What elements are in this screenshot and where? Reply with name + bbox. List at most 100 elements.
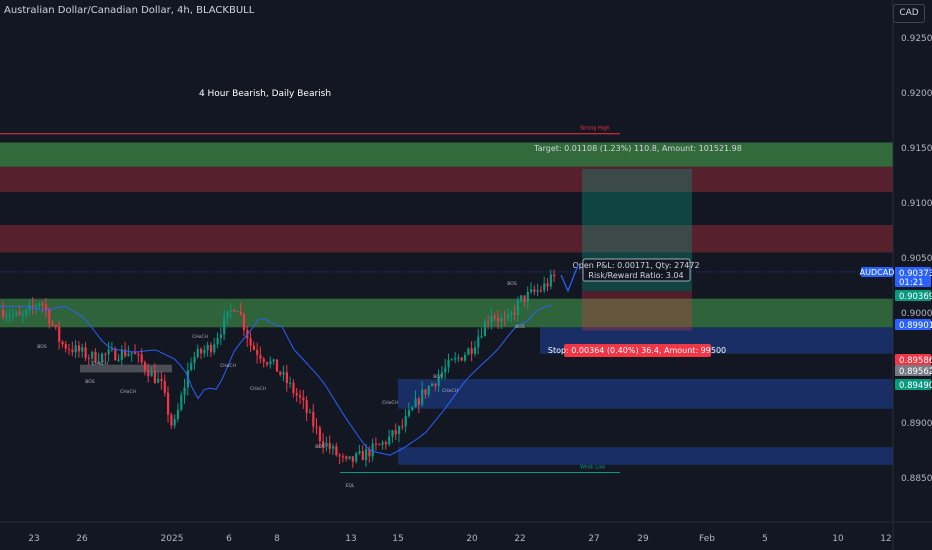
candle-body bbox=[5, 315, 8, 318]
candle-body bbox=[81, 347, 84, 352]
candle-body bbox=[401, 426, 404, 428]
candle-body bbox=[147, 370, 150, 377]
candle-body bbox=[295, 392, 298, 396]
symbol-tag bbox=[861, 267, 893, 277]
candle-body bbox=[2, 309, 5, 318]
annotation-text: 4 Hour Bearish, Daily Bearish bbox=[199, 89, 331, 99]
candle-body bbox=[180, 395, 183, 410]
candle-body bbox=[434, 383, 437, 386]
candle-body bbox=[374, 443, 378, 445]
candle-body bbox=[351, 456, 354, 462]
candle-body bbox=[252, 345, 255, 350]
candle-body bbox=[431, 383, 434, 387]
candle-body bbox=[305, 400, 308, 413]
candle-body bbox=[302, 397, 305, 401]
x-tick-label: 10 bbox=[832, 534, 844, 544]
candle-body bbox=[543, 283, 546, 291]
candle-body bbox=[358, 450, 361, 454]
candle-body bbox=[163, 380, 166, 393]
candle-body bbox=[289, 382, 292, 384]
candle-body bbox=[110, 348, 114, 350]
x-tick-label: 23 bbox=[28, 534, 39, 544]
y-tick-label: 0.88500 bbox=[901, 474, 932, 484]
candle-body bbox=[223, 317, 226, 335]
candle-body bbox=[487, 322, 490, 324]
candle-body bbox=[285, 372, 288, 384]
x-tick-label: 5 bbox=[762, 534, 768, 544]
candle-body bbox=[134, 352, 137, 355]
candle-body bbox=[127, 353, 130, 356]
candle-body bbox=[440, 372, 444, 377]
candle-body bbox=[421, 389, 424, 405]
candle-body bbox=[414, 398, 417, 408]
supply-zone-green-top bbox=[0, 142, 893, 167]
candle-body bbox=[282, 372, 285, 375]
candle-body bbox=[417, 398, 420, 405]
candle-body bbox=[21, 314, 24, 316]
x-tick-label: 15 bbox=[392, 534, 403, 544]
ratio-label: Risk/Reward Ratio: 3.04 bbox=[588, 271, 683, 280]
x-tick-label: 6 bbox=[226, 534, 232, 544]
candle-body bbox=[464, 354, 467, 361]
candle-body bbox=[444, 367, 447, 373]
candle-body bbox=[91, 351, 94, 359]
candle-body bbox=[25, 309, 28, 315]
price-tag bbox=[895, 267, 931, 287]
candle-body bbox=[503, 318, 506, 320]
candle-body bbox=[275, 359, 279, 372]
candle-body bbox=[378, 444, 381, 446]
candle-body bbox=[510, 312, 513, 315]
price-tag bbox=[895, 365, 931, 376]
candle-body bbox=[236, 310, 239, 312]
candle-body bbox=[68, 348, 71, 350]
candle-body bbox=[130, 352, 133, 354]
grey-zone bbox=[80, 364, 172, 373]
zone-label: CHoCH bbox=[120, 389, 136, 395]
projection-arrow bbox=[560, 264, 579, 293]
candle-body bbox=[427, 386, 430, 395]
candle-body bbox=[153, 371, 156, 383]
time-axis[interactable]: 23 26 2025 6 8 13 15 20 22 27 29 Feb 5 10 12 bbox=[0, 521, 932, 544]
candle-body bbox=[107, 349, 110, 354]
candle-body bbox=[470, 348, 473, 354]
pnl-box bbox=[582, 258, 691, 282]
candle-body bbox=[15, 312, 18, 315]
price-tag bbox=[895, 290, 931, 301]
price-tag bbox=[895, 379, 931, 390]
price-tag bbox=[895, 319, 931, 330]
candle-body bbox=[38, 303, 41, 307]
price-tag-label: 0.89562 bbox=[899, 367, 932, 377]
demand-zone-blue-3 bbox=[398, 447, 893, 465]
zone-label: BOS bbox=[515, 324, 525, 330]
candle-body bbox=[388, 436, 391, 445]
candle-body bbox=[272, 359, 275, 362]
candle-body bbox=[404, 416, 407, 427]
stop-box bbox=[564, 344, 711, 357]
candle-body bbox=[493, 316, 496, 319]
zone-label: BOS bbox=[315, 444, 325, 450]
candle-body bbox=[35, 306, 38, 308]
candle-body bbox=[411, 407, 414, 411]
candle-body bbox=[94, 351, 97, 362]
zone-label: EQL bbox=[346, 483, 355, 489]
zone-label: BOS bbox=[433, 374, 443, 380]
candle-body bbox=[203, 350, 206, 354]
candle-body bbox=[226, 311, 229, 318]
demand-zone-blue-2 bbox=[398, 379, 893, 409]
candle-body bbox=[196, 348, 199, 357]
candle-body bbox=[213, 344, 216, 353]
candle-body bbox=[124, 349, 127, 356]
x-tick-label: 29 bbox=[637, 534, 649, 544]
candle-body bbox=[546, 283, 549, 287]
candle-body bbox=[170, 414, 173, 426]
candle-body bbox=[348, 456, 351, 459]
level-label: Weak Low bbox=[580, 465, 605, 471]
price-tag-label: 0.89586 bbox=[899, 356, 932, 366]
candle-body bbox=[150, 371, 153, 377]
candle-body bbox=[308, 411, 312, 413]
